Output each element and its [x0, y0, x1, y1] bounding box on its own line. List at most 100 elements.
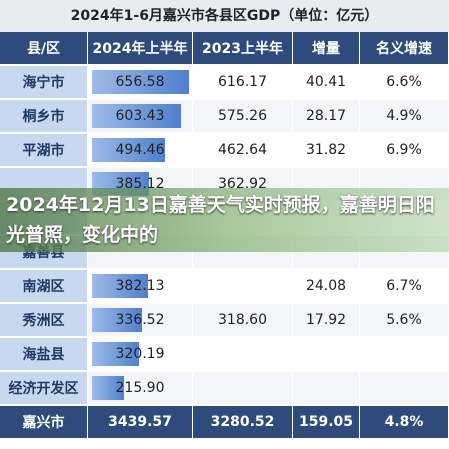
cell-text: 6.6%	[386, 74, 422, 90]
data-bar	[92, 308, 142, 332]
banner: 2024年12月13日嘉善天气实时预报，嘉善明日阳光普照，变化中的	[0, 188, 449, 252]
table-row: 秀洲区 336.52 318.60 17.92 5.6%	[0, 304, 449, 336]
table-cell: 3280.52	[193, 406, 293, 438]
table-cell	[193, 338, 293, 370]
data-bar	[92, 70, 189, 94]
cell-text: 海盐县	[22, 347, 65, 363]
cell-text: 6.7%	[386, 278, 422, 294]
table-cell: 31.82	[293, 134, 360, 166]
cell-text: 南湖区	[22, 279, 65, 295]
cell-text: 经济开发区	[8, 381, 79, 397]
data-bar	[92, 342, 140, 366]
cell-text: 28.17	[305, 108, 347, 124]
table-cell: 6.6%	[360, 66, 449, 98]
table-cell: 24.08	[293, 270, 360, 302]
table-row: 海盐县 320.19	[0, 338, 449, 370]
table-cell: 575.26	[193, 100, 293, 132]
cell-text: 575.26	[218, 108, 267, 124]
table-cell: 秀洲区	[0, 304, 88, 336]
data-bar	[92, 274, 149, 298]
table-cell: 318.60	[193, 304, 293, 336]
table-cell: 17.92	[293, 304, 360, 336]
table-cell: 增量	[293, 32, 360, 64]
table-row: 县/区 2024年上半年 2023上半年 增量 名义增速	[0, 32, 449, 64]
table-row: 嘉兴市 3439.57 3280.52 159.05 4.8%	[0, 406, 449, 438]
cell-text: 嘉兴市	[22, 415, 65, 431]
table-cell: 名义增速	[360, 32, 449, 64]
table-cell: 616.17	[193, 66, 293, 98]
table-cell: 336.52	[88, 304, 193, 336]
table-cell	[360, 372, 449, 404]
table-cell	[360, 338, 449, 370]
cell-text: 336.52	[115, 312, 165, 328]
cell-text: 2024年上半年	[92, 41, 188, 57]
cell-text: 318.60	[218, 312, 267, 328]
table-cell: 6.9%	[360, 134, 449, 166]
table-row: 桐乡市 603.43 575.26 28.17 4.9%	[0, 100, 449, 132]
table-cell: 4.8%	[360, 406, 449, 438]
cell-text: 616.17	[218, 74, 267, 90]
data-bar	[92, 376, 124, 400]
table-cell: 656.58	[88, 66, 193, 98]
cell-text: 5.6%	[386, 312, 422, 328]
cell-text: 31.82	[305, 142, 347, 158]
cell-text: 3439.57	[108, 414, 172, 430]
table-cell: 28.17	[293, 100, 360, 132]
table-row: 南湖区 382.13 24.08 6.7%	[0, 270, 449, 302]
table-row: 经济开发区 215.90	[0, 372, 449, 404]
cell-text: 603.43	[115, 108, 165, 124]
table-title: 2024年1-6月嘉兴市各县区GDP（单位：亿元）	[0, 0, 449, 32]
table-cell: 462.64	[193, 134, 293, 166]
cell-text: 桐乡市	[22, 109, 65, 125]
table-cell: 382.13	[88, 270, 193, 302]
cell-text: 494.46	[115, 142, 165, 158]
cell-text: 2023上半年	[202, 41, 283, 57]
table-cell: 320.19	[88, 338, 193, 370]
table-cell: 嘉兴市	[0, 406, 88, 438]
cell-text: 159.05	[298, 414, 354, 430]
data-bar	[92, 138, 166, 162]
cell-text: 462.64	[218, 142, 267, 158]
table-cell: 40.41	[293, 66, 360, 98]
table-cell: 平湖市	[0, 134, 88, 166]
table-cell: 215.90	[88, 372, 193, 404]
table-cell: 经济开发区	[0, 372, 88, 404]
data-bar	[92, 104, 182, 128]
table-cell: 5.6%	[360, 304, 449, 336]
cell-text: 4.8%	[384, 414, 424, 430]
table-row: 海宁市 656.58 616.17 40.41 6.6%	[0, 66, 449, 98]
table-cell: 3439.57	[88, 406, 193, 438]
cell-text: 秀洲区	[22, 313, 65, 329]
table-cell	[193, 270, 293, 302]
cell-text: 215.90	[115, 380, 165, 396]
cell-text: 海宁市	[22, 75, 65, 91]
table-cell	[293, 338, 360, 370]
table-cell: 159.05	[293, 406, 360, 438]
cell-text: 6.9%	[386, 142, 422, 158]
cell-text: 3280.52	[210, 414, 275, 430]
cell-text: 县/区	[26, 41, 61, 57]
table-cell	[193, 372, 293, 404]
table-cell: 南湖区	[0, 270, 88, 302]
cell-text: 4.9%	[386, 108, 422, 124]
cell-text: 增量	[312, 41, 340, 57]
table-row: 平湖市 494.46 462.64 31.82 6.9%	[0, 134, 449, 166]
cell-text: 656.58	[115, 74, 165, 90]
table-cell: 603.43	[88, 100, 193, 132]
table-cell: 海盐县	[0, 338, 88, 370]
cell-text: 24.08	[305, 278, 347, 294]
table-cell: 2024年上半年	[88, 32, 193, 64]
cell-text: 平湖市	[22, 143, 65, 159]
table-cell: 桐乡市	[0, 100, 88, 132]
table-cell: 494.46	[88, 134, 193, 166]
cell-text: 382.13	[115, 278, 165, 294]
table-cell: 6.7%	[360, 270, 449, 302]
table-cell: 4.9%	[360, 100, 449, 132]
table-cell: 县/区	[0, 32, 88, 64]
cell-text: 40.41	[305, 74, 347, 90]
cell-text: 17.92	[305, 312, 347, 328]
table-cell: 2023上半年	[193, 32, 293, 64]
table-cell	[293, 372, 360, 404]
table-cell: 海宁市	[0, 66, 88, 98]
